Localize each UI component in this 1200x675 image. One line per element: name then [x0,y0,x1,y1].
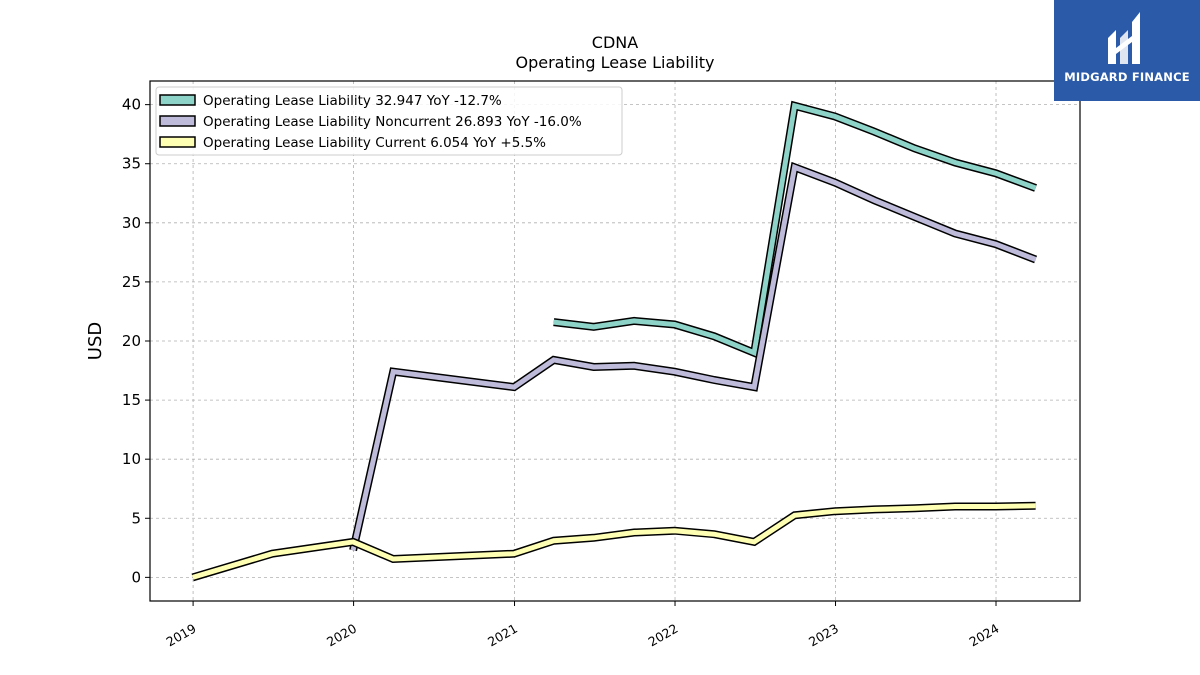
series-line [191,503,1036,580]
legend-label: Operating Lease Liability 32.947 YoY -12… [203,93,502,109]
y-tick-label: 5 [131,509,141,527]
series-line [350,163,1037,551]
series-line-outline [553,100,1037,359]
legend-swatch [159,115,196,127]
chart-title: CDNA [592,33,638,52]
y-axis-label: USD [85,322,106,360]
legend-label: Operating Lease Liability Noncurrent 26.… [203,114,582,130]
x-tick-label: 2022 [645,621,680,650]
chart-subtitle: Operating Lease Liability [515,53,714,72]
legend-swatch [159,94,196,106]
legend-label: Operating Lease Liability Current 6.054 … [203,135,546,151]
x-tick-label: 2024 [966,621,1001,650]
series-1 [553,100,1037,359]
midgard-finance-logo: MIDGARD FINANCE [1054,0,1200,101]
y-tick-label: 15 [122,391,141,409]
y-tick-label: 35 [122,155,141,173]
y-tick-label: 0 [131,568,141,586]
legend-swatch [159,136,196,148]
series-line [553,102,1037,357]
legend: Operating Lease Liability 32.947 YoY -12… [155,86,623,156]
y-tick-label: 10 [122,450,141,468]
logo-mark-icon [1108,12,1140,64]
series-2 [349,161,1038,552]
y-tick-label: 20 [122,332,141,350]
series-3 [191,501,1036,582]
y-tick-label: 40 [122,96,141,114]
legend-box [155,86,623,156]
x-tick-label: 2020 [324,621,359,650]
x-tick-label: 2019 [164,621,199,650]
y-tick-label: 30 [122,214,141,232]
x-tick-label: 2023 [806,621,841,650]
y-tick-label: 25 [122,273,141,291]
logo-text: MIDGARD FINANCE [1064,70,1190,84]
x-tick-label: 2021 [485,621,520,650]
series-line-outline [191,501,1036,582]
